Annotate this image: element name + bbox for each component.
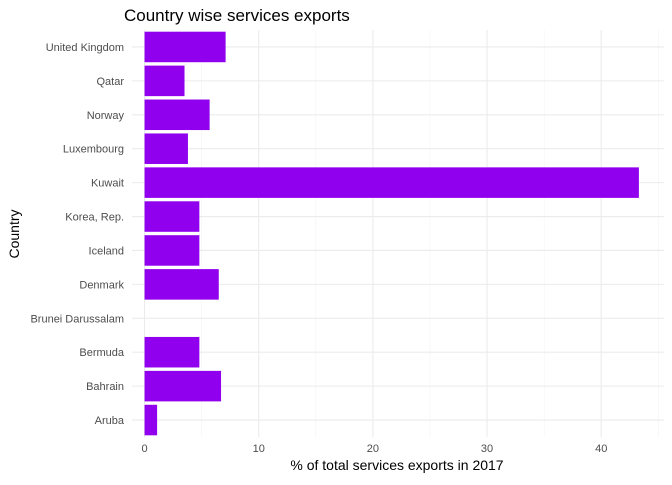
- y-axis-label: Country: [6, 209, 22, 258]
- y-tick-label: Korea, Rep.: [65, 212, 124, 224]
- chart-title: Country wise services exports: [124, 6, 350, 25]
- y-tick-label: Norway: [87, 110, 125, 122]
- bars: [144, 31, 639, 436]
- y-tick-label: Kuwait: [91, 178, 124, 190]
- bar-united-kingdom: [144, 31, 226, 63]
- y-tick-label: Bahrain: [86, 381, 124, 393]
- x-tick-labels: 0 10 20 30 40: [141, 443, 607, 455]
- x-tick-label: 20: [367, 443, 379, 455]
- x-tick-label: 40: [595, 443, 607, 455]
- bar-bermuda: [144, 336, 200, 368]
- y-tick-label: Aruba: [95, 415, 125, 427]
- y-tick-label: United Kingdom: [46, 42, 124, 54]
- bar-aruba: [144, 404, 158, 436]
- y-tick-label: Denmark: [79, 279, 124, 291]
- bar-korea-rep: [144, 201, 200, 232]
- bar-iceland: [144, 235, 200, 266]
- y-tick-label: Brunei Darussalam: [30, 313, 124, 325]
- x-tick-label: 30: [481, 443, 493, 455]
- x-tick-label: 10: [253, 443, 265, 455]
- x-tick-label: 0: [141, 443, 147, 455]
- y-tick-label: Iceland: [89, 245, 124, 257]
- x-axis-label: % of total services exports in 2017: [290, 457, 503, 473]
- bar-bahrain: [144, 370, 222, 402]
- bar-luxembourg: [144, 133, 188, 164]
- y-tick-labels: Aruba Bahrain Bermuda Brunei Darussalam Denm…: [30, 42, 124, 427]
- bar-qatar: [144, 65, 185, 97]
- y-tick-label: Bermuda: [79, 347, 125, 359]
- bar-denmark: [144, 269, 219, 300]
- y-tick-label: Luxembourg: [63, 144, 124, 156]
- y-tick-label: Qatar: [96, 76, 124, 88]
- bar-norway: [144, 99, 210, 131]
- bar-kuwait: [144, 167, 639, 198]
